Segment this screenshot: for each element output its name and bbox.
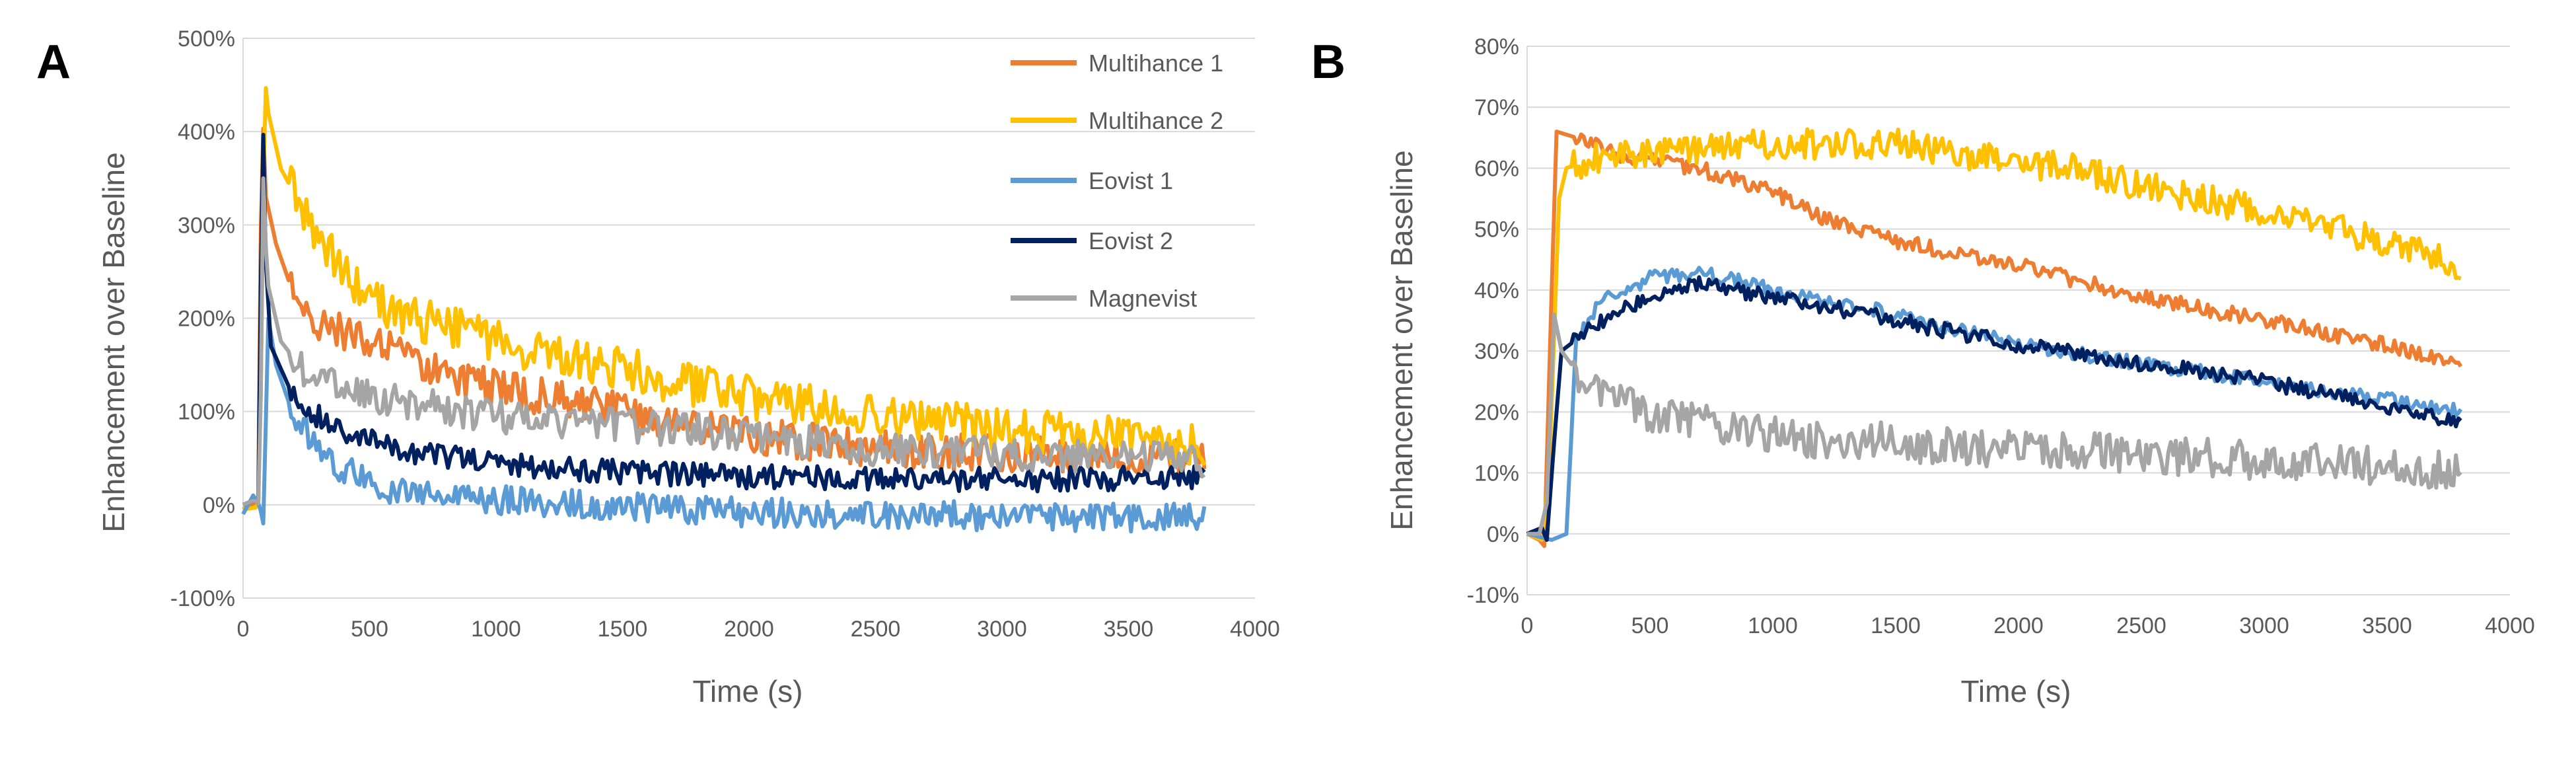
legend-item-multihance-2: Multihance 2 bbox=[1011, 107, 1223, 134]
y-tick-label-panel-b: 70% bbox=[1474, 95, 1519, 120]
y-tick-label-panel-a: 400% bbox=[178, 120, 235, 145]
y-tick-label-panel-a: 500% bbox=[178, 26, 235, 52]
series-lines-panel-a bbox=[241, 86, 1207, 534]
y-tick-label-panel-b: 40% bbox=[1474, 278, 1519, 303]
y-tick-label-panel-b: 30% bbox=[1474, 339, 1519, 364]
chart-panel-a: A -100% 0% 100% 200% 300% 400% 500% 0 500 1000 15… bbox=[36, 26, 1280, 708]
grid-panel-b bbox=[1526, 46, 2510, 595]
y-tick-label-panel-b: -10% bbox=[1467, 583, 1519, 608]
series-line-magnevist-panel-a bbox=[242, 176, 1206, 507]
series-line-multihance-1-panel-b bbox=[1526, 130, 2463, 549]
x-tick-label-panel-a: 2500 bbox=[851, 617, 901, 642]
x-tick-label-panel-b: 3500 bbox=[2362, 613, 2412, 638]
series-line-multihance-2-panel-a bbox=[242, 86, 1207, 512]
series-line-eovist-2-panel-a bbox=[242, 132, 1206, 507]
x-tick-label-panel-b: 0 bbox=[1521, 613, 1534, 638]
legend-label-magnevist: Magnevist bbox=[1089, 285, 1197, 312]
y-tick-label-panel-a: 0% bbox=[203, 493, 235, 518]
legend-label-multihance-1: Multihance 1 bbox=[1089, 50, 1223, 77]
x-tick-labels-panel-b: 0 500 1000 1500 2000 2500 3000 3500 4000 bbox=[1521, 613, 2535, 638]
y-tick-label-panel-b: 50% bbox=[1474, 217, 1519, 243]
y-axis-title-panel-a: Enhancement over Baseline bbox=[96, 152, 131, 532]
panel-label-b: B bbox=[1311, 36, 1345, 89]
panel-label-a: A bbox=[36, 36, 71, 89]
series-line-multihance-2-panel-b bbox=[1526, 127, 2462, 542]
series-line-eovist-2-panel-b bbox=[1526, 275, 2462, 542]
legend-item-eovist-2: Eovist 2 bbox=[1011, 227, 1173, 254]
y-tick-label-panel-b: 0% bbox=[1487, 522, 1519, 547]
y-tick-label-panel-a: 300% bbox=[178, 213, 235, 238]
legend-label-eovist-2: Eovist 2 bbox=[1089, 227, 1173, 254]
x-tick-label-panel-b: 1500 bbox=[1871, 613, 1921, 638]
chart-panel-b: B -10% 0% 10% 20% 30% 40% 50% 60% 70% 80% 0 500 100… bbox=[1311, 34, 2535, 708]
y-tick-label-panel-b: 80% bbox=[1474, 34, 1519, 59]
y-tick-label-panel-b: 20% bbox=[1474, 400, 1519, 425]
legend-label-eovist-1: Eovist 1 bbox=[1089, 167, 1173, 194]
series-lines-panel-b bbox=[1526, 127, 2463, 549]
x-tick-label-panel-b: 2500 bbox=[2116, 613, 2166, 638]
x-tick-label-panel-a: 3500 bbox=[1104, 617, 1154, 642]
x-tick-label-panel-a: 2000 bbox=[724, 617, 774, 642]
x-tick-label-panel-a: 1000 bbox=[471, 617, 521, 642]
x-tick-labels-panel-a: 0 500 1000 1500 2000 2500 3000 3500 4000 bbox=[237, 617, 1280, 642]
y-tick-labels-panel-b: -10% 0% 10% 20% 30% 40% 50% 60% 70% 80% bbox=[1467, 34, 1519, 608]
x-axis-title-panel-b: Time (s) bbox=[1961, 674, 2071, 708]
x-tick-label-panel-a: 500 bbox=[351, 617, 388, 642]
x-tick-label-panel-b: 1000 bbox=[1748, 613, 1798, 638]
series-line-eovist-1-panel-a bbox=[241, 316, 1207, 534]
x-tick-label-panel-b: 2000 bbox=[1993, 613, 2044, 638]
legend-panel-a: Multihance 1 Multihance 2 Eovist 1 Eovis… bbox=[1011, 50, 1223, 312]
y-tick-labels-panel-a: -100% 0% 100% 200% 300% 400% 500% bbox=[170, 26, 235, 611]
y-tick-label-panel-b: 10% bbox=[1474, 461, 1519, 486]
x-axis-title-panel-a: Time (s) bbox=[693, 674, 803, 708]
series-line-magnevist-panel-b bbox=[1527, 312, 2462, 536]
legend-item-magnevist: Magnevist bbox=[1011, 285, 1197, 312]
x-tick-label-panel-a: 0 bbox=[237, 617, 250, 642]
x-tick-label-panel-b: 4000 bbox=[2485, 613, 2535, 638]
x-tick-label-panel-a: 4000 bbox=[1230, 617, 1280, 642]
legend-item-eovist-1: Eovist 1 bbox=[1011, 167, 1173, 194]
legend-item-multihance-1: Multihance 1 bbox=[1011, 50, 1223, 77]
legend-label-multihance-2: Multihance 2 bbox=[1089, 107, 1223, 134]
x-tick-label-panel-b: 3000 bbox=[2239, 613, 2289, 638]
x-tick-label-panel-a: 1500 bbox=[598, 617, 648, 642]
y-tick-label-panel-b: 60% bbox=[1474, 156, 1519, 181]
y-axis-title-panel-b: Enhancement over Baseline bbox=[1384, 150, 1419, 530]
x-tick-label-panel-b: 500 bbox=[1631, 613, 1669, 638]
y-tick-label-panel-a: 100% bbox=[178, 400, 235, 425]
y-tick-label-panel-a: -100% bbox=[170, 586, 235, 611]
x-tick-label-panel-a: 3000 bbox=[977, 617, 1027, 642]
y-tick-label-panel-a: 200% bbox=[178, 307, 235, 332]
series-line-eovist-1-panel-b bbox=[1526, 266, 2463, 542]
